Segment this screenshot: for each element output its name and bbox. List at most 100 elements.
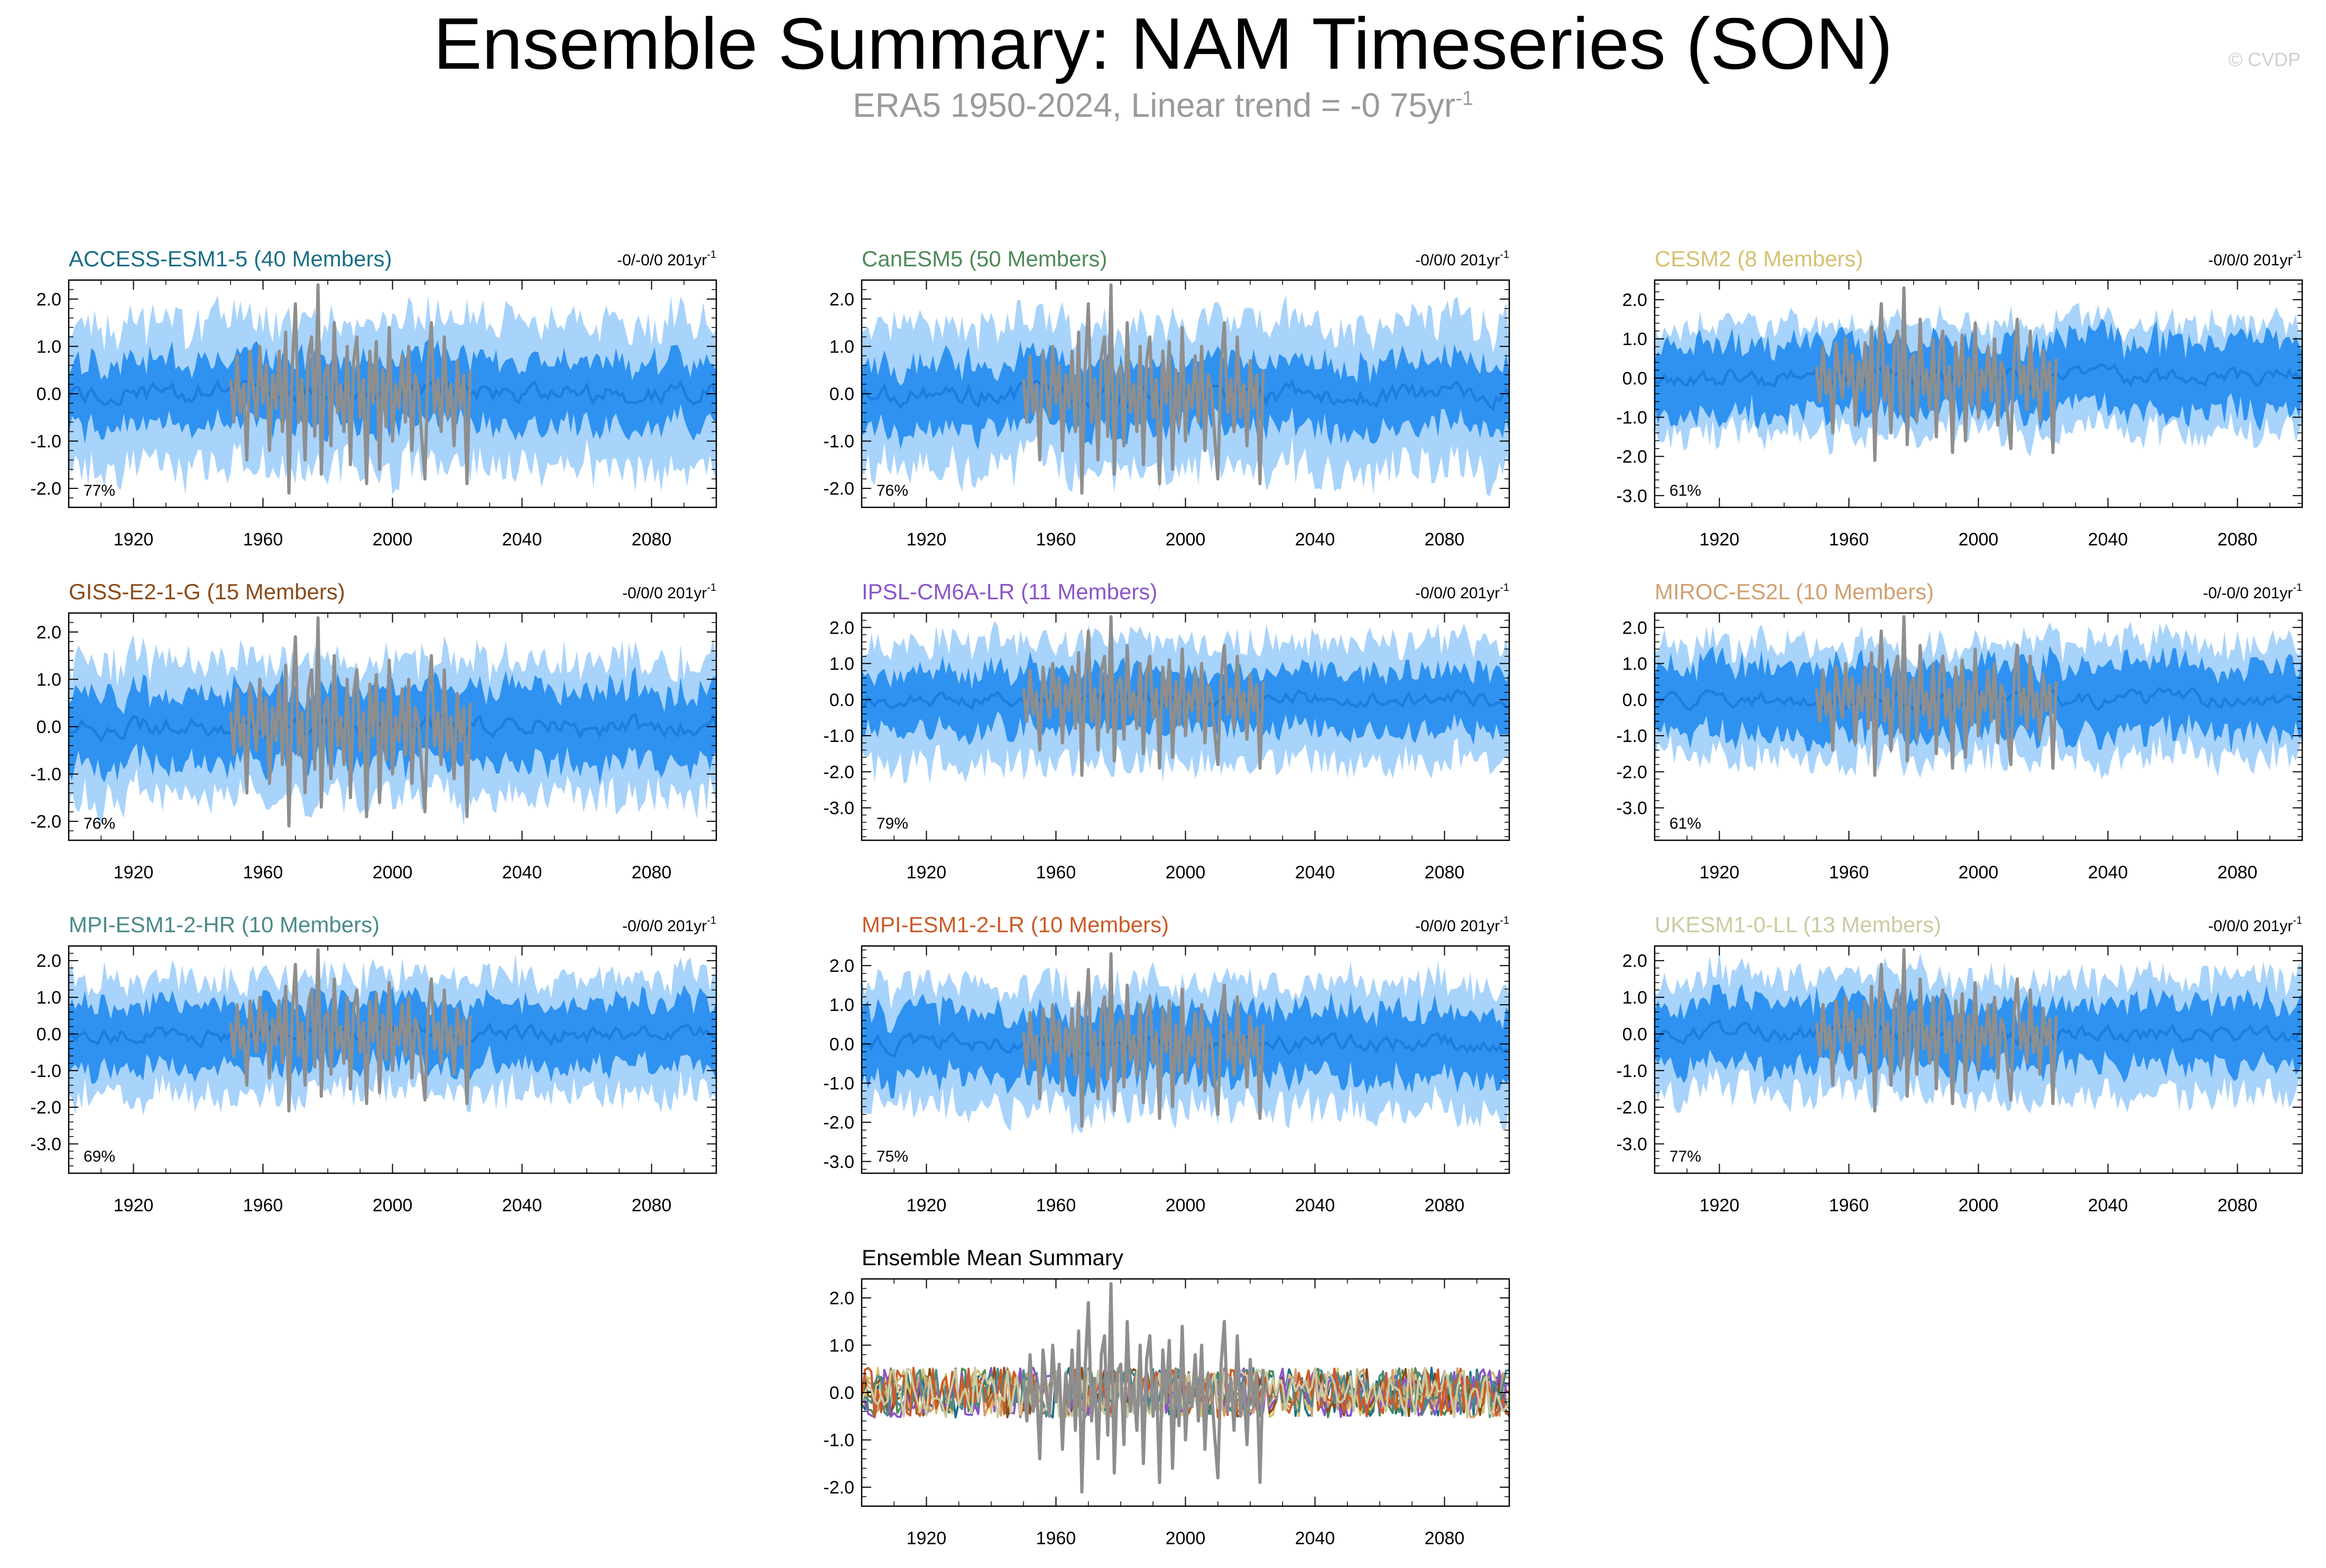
plot-area bbox=[862, 952, 1509, 1136]
percent-label: 77% bbox=[84, 482, 115, 499]
y-tick-label: -2.0 bbox=[823, 1478, 854, 1498]
y-tick-label: 0.0 bbox=[1622, 1024, 1647, 1044]
x-tick-label: 2080 bbox=[1425, 1528, 1465, 1548]
trend-superscript: -1 bbox=[707, 249, 716, 261]
x-tick-label: 1960 bbox=[243, 1195, 283, 1216]
panel-miroc: MIROC-ES2L (10 Members) -0/-0/0 201yr-1 2.… bbox=[1616, 579, 2303, 883]
x-tick-label: 2080 bbox=[632, 1195, 672, 1216]
x-tick-label: 1960 bbox=[1036, 1528, 1076, 1548]
percent-label: 76% bbox=[876, 482, 908, 499]
percent-label: 69% bbox=[84, 1148, 115, 1165]
plot-area bbox=[69, 948, 716, 1116]
y-tick-label: 2.0 bbox=[36, 951, 61, 971]
observation-line bbox=[1022, 283, 1265, 495]
y-tick-label: -2.0 bbox=[1616, 1098, 1647, 1118]
percent-label: 76% bbox=[84, 815, 115, 832]
y-tick-label: 0.0 bbox=[36, 717, 61, 737]
plot-area bbox=[1655, 615, 2302, 780]
x-tick-label: 1920 bbox=[1700, 530, 1740, 550]
y-tick-label: 0.0 bbox=[1622, 368, 1647, 388]
trend-superscript: -1 bbox=[707, 915, 716, 926]
panel-title: MPI-ESM1-2-HR (10 Members) bbox=[69, 912, 380, 937]
y-tick-label: -1.0 bbox=[30, 765, 61, 785]
percent-label: 77% bbox=[1669, 1148, 1701, 1165]
y-tick-label: 2.0 bbox=[1622, 618, 1647, 638]
y-tick-label: 2.0 bbox=[829, 618, 854, 638]
panel-mpilr: MPI-ESM1-2-LR (10 Members) -0/0/0 201yr-1… bbox=[823, 912, 1510, 1216]
y-tick-label: 1.0 bbox=[829, 337, 854, 357]
observation-line bbox=[1022, 615, 1265, 777]
y-tick-label: -3.0 bbox=[1616, 1135, 1647, 1155]
y-tick-label: -1.0 bbox=[823, 1431, 854, 1451]
x-tick-label: 2040 bbox=[502, 530, 542, 550]
plot-area bbox=[862, 615, 1509, 784]
x-tick-label: 1920 bbox=[907, 1528, 947, 1548]
panel-giss: GISS-E2-1-G (15 Members) -0/0/0 201yr-1 2.… bbox=[30, 579, 717, 883]
y-tick-label: -2.0 bbox=[30, 1098, 61, 1118]
x-tick-label: 1960 bbox=[1036, 1195, 1076, 1216]
y-tick-label: -1.0 bbox=[823, 1073, 854, 1093]
x-tick-label: 2000 bbox=[1166, 1528, 1206, 1548]
x-tick-label: 1920 bbox=[114, 862, 154, 883]
observation-line bbox=[1815, 615, 2058, 777]
watermark: © CVDP bbox=[2228, 49, 2301, 70]
x-tick-label: 2040 bbox=[1295, 530, 1335, 550]
panel-ukesm: UKESM1-0-LL (13 Members) -0/0/0 201yr-1 2.… bbox=[1616, 912, 2303, 1216]
trend-superscript: -1 bbox=[2293, 582, 2302, 593]
percent-label: 75% bbox=[876, 1148, 908, 1165]
y-tick-label: -2.0 bbox=[1616, 762, 1647, 782]
y-tick-label: 1.0 bbox=[1622, 654, 1647, 674]
observation-line bbox=[229, 948, 472, 1113]
y-tick-label: -2.0 bbox=[823, 762, 854, 782]
panel-mpihr: MPI-ESM1-2-HR (10 Members) -0/0/0 201yr-1… bbox=[30, 912, 717, 1216]
trend-superscript: -1 bbox=[2293, 249, 2302, 261]
x-tick-label: 2000 bbox=[373, 1195, 413, 1216]
subtitle-superscript: -1 bbox=[1455, 87, 1474, 110]
trend-superscript: -1 bbox=[707, 582, 716, 593]
x-tick-label: 2080 bbox=[632, 862, 672, 883]
panel-ipsl: IPSL-CM6A-LR (11 Members) -0/0/0 201yr-1 2… bbox=[823, 579, 1510, 883]
y-tick-label: 1.0 bbox=[829, 995, 854, 1015]
panel-title: MIROC-ES2L (10 Members) bbox=[1655, 579, 1934, 604]
panel-title: IPSL-CM6A-LR (11 Members) bbox=[862, 579, 1157, 604]
trend-label: -0/0/0 201yr-1 bbox=[1415, 582, 1509, 602]
percent-label: 61% bbox=[1669, 815, 1701, 832]
x-tick-label: 2040 bbox=[1295, 1195, 1335, 1216]
x-tick-label: 2000 bbox=[373, 862, 413, 883]
trend-text: -0/0/0 201yr bbox=[622, 917, 707, 935]
y-tick-label: -2.0 bbox=[30, 812, 61, 832]
x-tick-label: 2040 bbox=[502, 862, 542, 883]
x-tick-label: 2080 bbox=[632, 530, 672, 550]
x-tick-label: 1960 bbox=[1036, 862, 1076, 883]
y-tick-label: -1.0 bbox=[823, 432, 854, 452]
y-tick-label: 0.0 bbox=[1622, 690, 1647, 710]
y-tick-label: -3.0 bbox=[30, 1135, 61, 1155]
plot-area bbox=[862, 1282, 1509, 1494]
y-tick-label: 2.0 bbox=[36, 623, 61, 643]
x-tick-label: 2080 bbox=[1425, 530, 1465, 550]
panel-title: CESM2 (8 Members) bbox=[1655, 246, 1863, 271]
trend-superscript: -1 bbox=[1500, 249, 1509, 261]
y-tick-label: -2.0 bbox=[1616, 447, 1647, 467]
x-tick-label: 1920 bbox=[907, 1195, 947, 1216]
ensemble-mean-line bbox=[1655, 686, 2302, 712]
trend-label: -0/0/0 201yr-1 bbox=[2208, 249, 2302, 269]
y-tick-label: 2.0 bbox=[829, 956, 854, 976]
x-tick-label: 2000 bbox=[1166, 530, 1206, 550]
y-tick-label: 1.0 bbox=[829, 1335, 854, 1356]
trend-label: -0/-0/0 201yr-1 bbox=[2203, 582, 2302, 602]
trend-text: -0/0/0 201yr bbox=[1415, 917, 1500, 935]
trend-label: -0/0/0 201yr-1 bbox=[1415, 915, 1509, 935]
x-tick-label: 2040 bbox=[502, 1195, 542, 1216]
plot-area bbox=[1655, 286, 2302, 462]
y-tick-label: -2.0 bbox=[823, 479, 854, 499]
trend-text: -0/0/0 201yr bbox=[2208, 252, 2293, 269]
x-tick-label: 1920 bbox=[114, 1195, 154, 1216]
x-tick-label: 2000 bbox=[1959, 862, 1999, 883]
observation-line bbox=[1815, 948, 2058, 1113]
x-tick-label: 2040 bbox=[2088, 530, 2128, 550]
y-tick-label: -1.0 bbox=[1616, 407, 1647, 428]
y-tick-label: -1.0 bbox=[30, 432, 61, 452]
observation-line bbox=[1815, 286, 2058, 462]
ensemble-mean-line bbox=[69, 1020, 716, 1049]
